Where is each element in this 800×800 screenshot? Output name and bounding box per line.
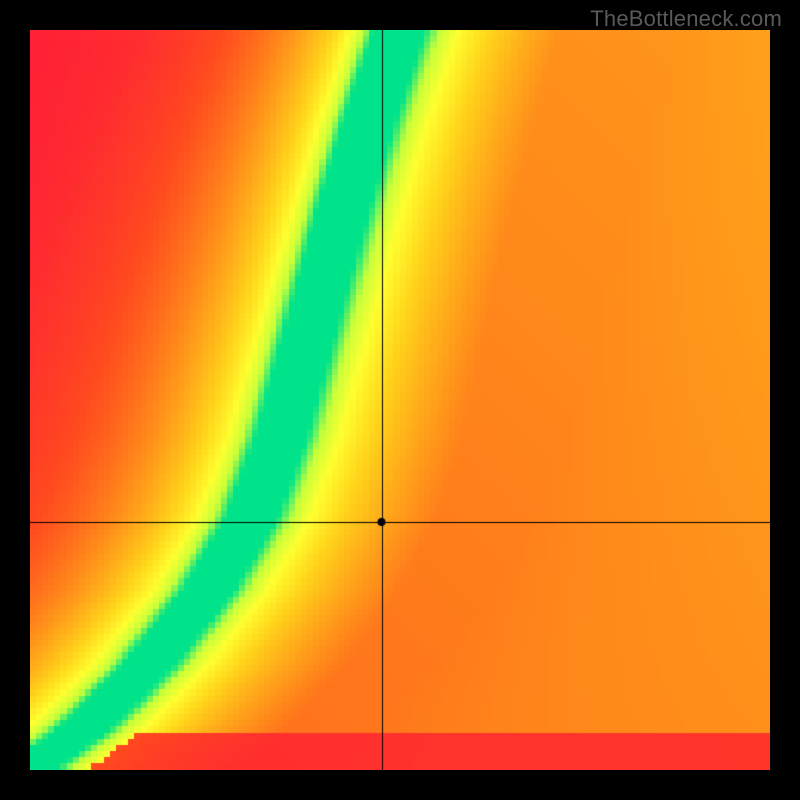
- chart-container: TheBottleneck.com: [0, 0, 800, 800]
- watermark-text: TheBottleneck.com: [590, 6, 782, 32]
- heatmap-canvas: [30, 30, 770, 770]
